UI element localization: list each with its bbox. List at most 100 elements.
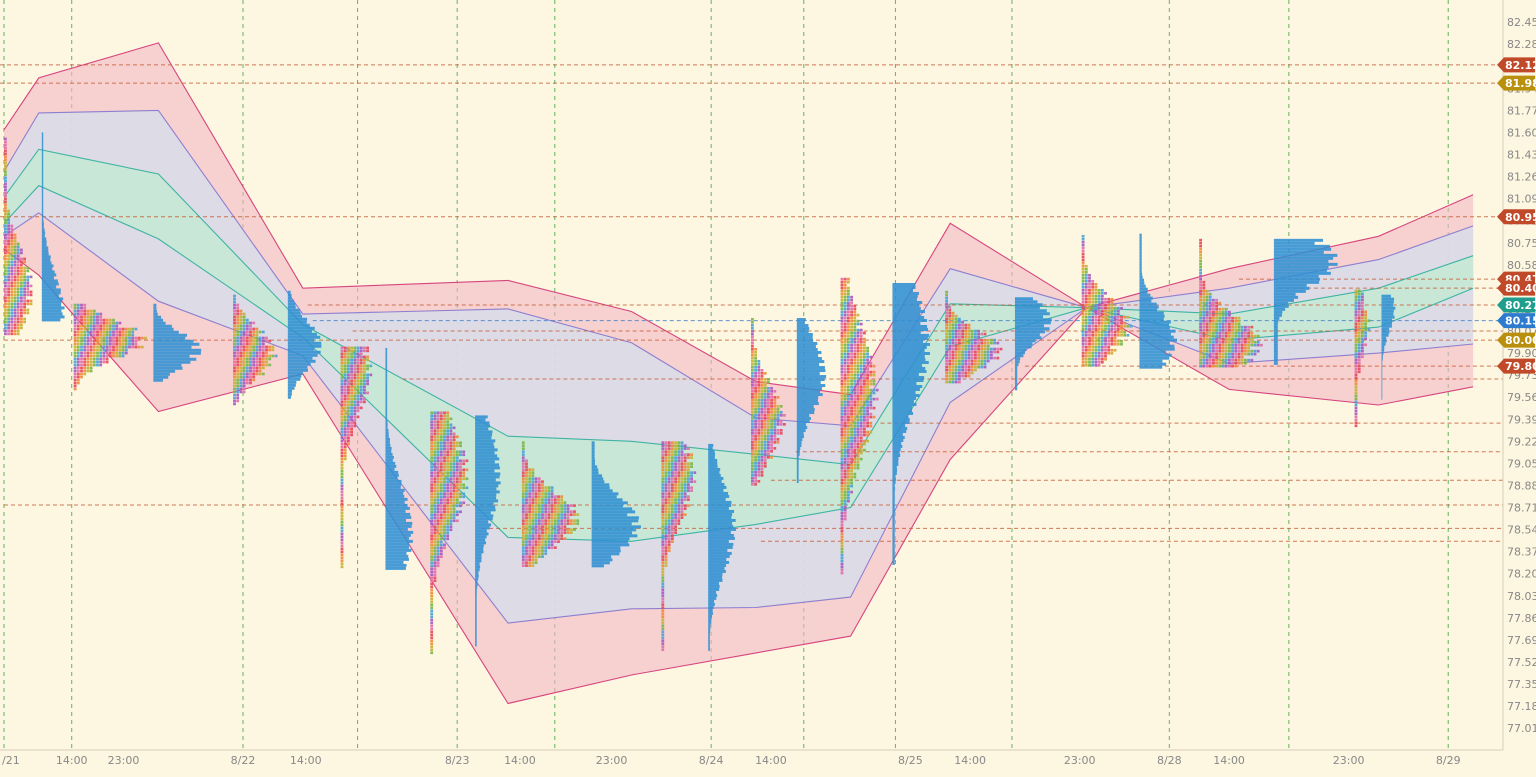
tpo-cell: [7, 270, 10, 273]
tpo-cell: [754, 354, 757, 357]
tpo-cell: [109, 319, 112, 322]
tpo-cell: [233, 322, 236, 325]
tpo-cell: [434, 459, 437, 462]
volume-bar: [797, 459, 799, 462]
tpo-cell: [1111, 310, 1114, 313]
tpo-cell: [1085, 265, 1088, 268]
tpo-cell: [236, 337, 239, 340]
volume-bar: [797, 348, 818, 351]
tpo-cell: [1231, 335, 1234, 338]
tpo-cell: [684, 492, 687, 495]
tpo-cell: [850, 458, 853, 461]
tpo-cell: [948, 381, 951, 384]
tpo-cell: [668, 540, 671, 543]
volume-bar: [42, 315, 65, 318]
tpo-cell: [532, 543, 535, 546]
tpo-cell: [77, 379, 80, 382]
tpo-cell: [564, 516, 567, 519]
volume-bar: [1274, 263, 1338, 266]
tpo-cell: [437, 423, 440, 426]
volume-bar: [1381, 376, 1382, 379]
tpo-cell: [671, 492, 674, 495]
tpo-cell: [757, 444, 760, 447]
tpo-cell: [1231, 359, 1234, 362]
tpo-cell: [866, 410, 869, 413]
tpo-cell: [860, 443, 863, 446]
tpo-cell: [1358, 289, 1361, 292]
tpo-cell: [4, 324, 7, 327]
tpo-cell: [767, 414, 770, 417]
tpo-cell: [430, 468, 433, 471]
tpo-cell: [1120, 343, 1123, 346]
tpo-cell: [757, 453, 760, 456]
y-tick-label: 77.01: [1507, 722, 1536, 735]
tpo-cell: [4, 303, 7, 306]
tpo-cell: [23, 303, 26, 306]
tpo-cell: [671, 540, 674, 543]
tpo-cell: [863, 344, 866, 347]
tpo-cell: [350, 401, 353, 404]
volume-bar: [797, 417, 811, 420]
tpo-cell: [761, 459, 764, 462]
tpo-cell: [535, 540, 538, 543]
tpo-cell: [17, 306, 20, 309]
tpo-cell: [7, 267, 10, 270]
tpo-cell: [246, 322, 249, 325]
tpo-cell: [446, 426, 449, 429]
tpo-cell: [757, 441, 760, 444]
volume-bar: [592, 450, 595, 453]
tpo-cell: [1361, 307, 1364, 310]
tpo-cell: [528, 558, 531, 561]
tpo-cell: [240, 313, 243, 316]
volume-bar: [797, 357, 822, 360]
tpo-cell: [761, 411, 764, 414]
volume-bar: [385, 465, 396, 468]
tpo-cell: [1247, 326, 1250, 329]
volume-bar: [475, 631, 477, 634]
tpo-cell: [945, 336, 948, 339]
volume-bar: [153, 322, 165, 325]
volume-bar: [797, 456, 799, 459]
tpo-cell: [252, 337, 255, 340]
tpo-cell: [764, 456, 767, 459]
volume-bar: [797, 405, 814, 408]
tpo-cell: [1218, 335, 1221, 338]
tpo-cell: [777, 438, 780, 441]
tpo-cell: [687, 477, 690, 480]
tpo-cell: [344, 401, 347, 404]
tpo-cell: [532, 561, 535, 564]
tpo-cell: [857, 329, 860, 332]
tpo-cell: [993, 348, 996, 351]
tpo-cell: [87, 334, 90, 337]
tpo-cell: [1104, 334, 1107, 337]
tpo-cell: [453, 459, 456, 462]
tpo-cell: [23, 318, 26, 321]
tpo-cell: [341, 464, 344, 467]
volume-bar: [475, 454, 497, 457]
tpo-cell: [20, 276, 23, 279]
volume-bar: [385, 495, 404, 498]
tpo-cell: [841, 386, 844, 389]
tpo-cell: [873, 383, 876, 386]
volume-bar: [42, 264, 54, 267]
tpo-cell: [252, 334, 255, 337]
tpo-cell: [10, 303, 13, 306]
tpo-cell: [1250, 335, 1253, 338]
tpo-cell: [857, 446, 860, 449]
tpo-cell: [665, 465, 668, 468]
tpo-cell: [1091, 304, 1094, 307]
tpo-cell: [844, 491, 847, 494]
tpo-cell: [440, 543, 443, 546]
tpo-cell: [850, 440, 853, 443]
tpo-cell: [87, 328, 90, 331]
tpo-cell: [246, 340, 249, 343]
volume-bar: [288, 321, 307, 324]
tpo-cell: [20, 270, 23, 273]
tpo-cell: [77, 352, 80, 355]
tpo-cell: [466, 468, 469, 471]
tpo-cell: [1234, 365, 1237, 368]
tpo-cell: [430, 588, 433, 591]
tpo-cell: [532, 477, 535, 480]
